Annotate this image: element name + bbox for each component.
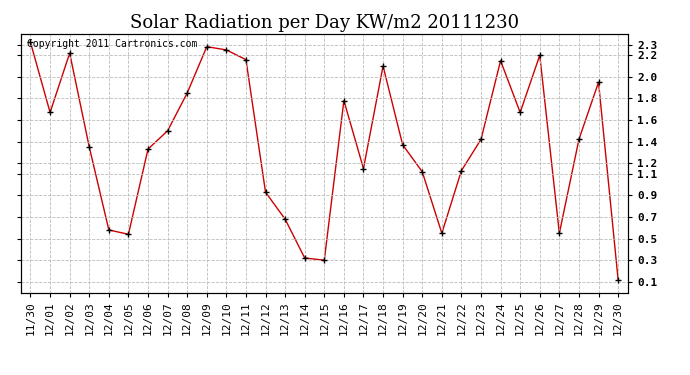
Text: Copyright 2011 Cartronics.com: Copyright 2011 Cartronics.com [27,39,197,49]
Title: Solar Radiation per Day KW/m2 20111230: Solar Radiation per Day KW/m2 20111230 [130,14,519,32]
